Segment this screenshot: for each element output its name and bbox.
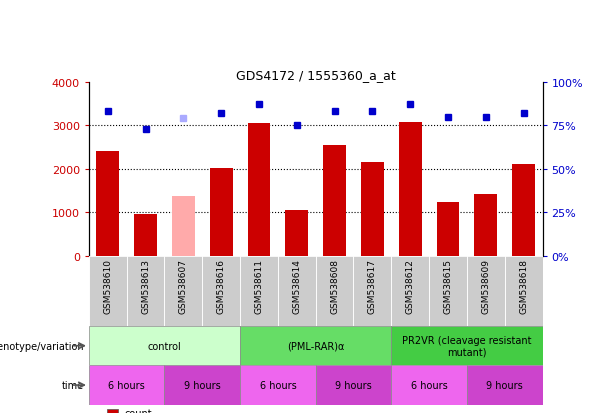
Text: GSM538614: GSM538614: [292, 258, 302, 313]
Bar: [240, 366, 316, 405]
Text: GSM538616: GSM538616: [216, 258, 226, 313]
Text: GSM538618: GSM538618: [519, 258, 528, 313]
Text: GSM538609: GSM538609: [481, 258, 490, 313]
Text: GSM538608: GSM538608: [330, 258, 339, 313]
Bar: [89, 256, 127, 326]
Bar: [354, 256, 391, 326]
Bar: [391, 256, 429, 326]
Bar: [240, 256, 278, 326]
Text: 9 hours: 9 hours: [184, 380, 221, 390]
Bar: [316, 366, 391, 405]
Bar: [164, 256, 202, 326]
Bar: [429, 256, 467, 326]
Text: GSM538611: GSM538611: [254, 258, 264, 313]
Text: 6 hours: 6 hours: [259, 380, 296, 390]
Bar: [467, 366, 543, 405]
Bar: [127, 256, 164, 326]
Bar: [436, 202, 459, 256]
Text: (PML-RAR)α: (PML-RAR)α: [287, 341, 345, 351]
Text: GSM538617: GSM538617: [368, 258, 377, 313]
Bar: [210, 169, 232, 256]
Bar: [323, 145, 346, 256]
Bar: [391, 366, 467, 405]
Text: time: time: [63, 380, 85, 390]
Bar: [361, 163, 384, 256]
Bar: [202, 256, 240, 326]
Bar: [286, 210, 308, 256]
Bar: [172, 196, 195, 256]
Text: 9 hours: 9 hours: [486, 380, 523, 390]
Text: GSM538610: GSM538610: [103, 258, 112, 313]
Text: GSM538613: GSM538613: [141, 258, 150, 313]
Bar: [134, 215, 157, 256]
Text: 6 hours: 6 hours: [411, 380, 447, 390]
Text: genotype/variation: genotype/variation: [0, 341, 85, 351]
Bar: [240, 326, 391, 366]
Bar: [399, 123, 422, 256]
Title: GDS4172 / 1555360_a_at: GDS4172 / 1555360_a_at: [236, 69, 395, 81]
Bar: [164, 366, 240, 405]
Bar: [504, 256, 543, 326]
Bar: [316, 256, 354, 326]
Text: control: control: [148, 341, 181, 351]
Text: GSM538612: GSM538612: [406, 258, 415, 313]
Text: GSM538607: GSM538607: [179, 258, 188, 313]
Text: 9 hours: 9 hours: [335, 380, 372, 390]
Bar: [89, 326, 240, 366]
Bar: [89, 366, 164, 405]
Text: GSM538615: GSM538615: [443, 258, 452, 313]
Bar: [248, 124, 270, 256]
Text: PR2VR (cleavage resistant
mutant): PR2VR (cleavage resistant mutant): [402, 335, 531, 357]
Bar: [278, 256, 316, 326]
Text: 6 hours: 6 hours: [109, 380, 145, 390]
Bar: [467, 256, 504, 326]
Bar: [391, 326, 543, 366]
Text: count: count: [124, 408, 152, 413]
Bar: [96, 152, 119, 256]
Bar: [512, 165, 535, 256]
Bar: [474, 194, 497, 256]
